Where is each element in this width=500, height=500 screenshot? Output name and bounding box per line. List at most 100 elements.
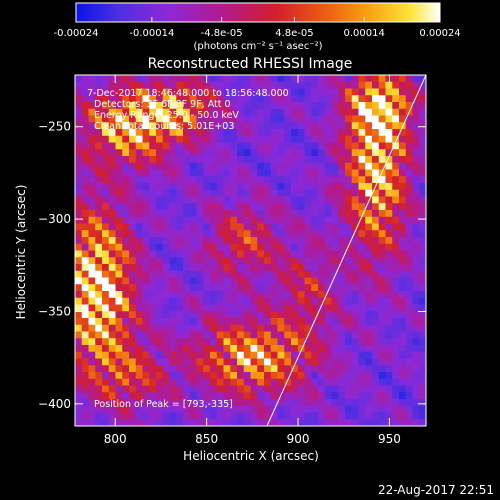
heatmap-cell	[203, 412, 211, 420]
heatmap-cell	[102, 230, 110, 238]
heatmap-cell	[358, 142, 366, 150]
heatmap-cell	[419, 102, 426, 110]
heatmap-cell	[169, 419, 177, 426]
heatmap-cell	[372, 149, 380, 157]
heatmap-cell	[102, 75, 110, 83]
heatmap-cell	[405, 95, 413, 103]
heatmap-cell	[108, 338, 116, 346]
heatmap-cell	[419, 88, 426, 96]
heatmap-cell	[243, 297, 251, 305]
heatmap-cell	[189, 331, 197, 339]
heatmap-cell	[196, 230, 204, 238]
heatmap-cell	[122, 88, 130, 96]
heatmap-cell	[378, 358, 386, 366]
heatmap-cell	[129, 284, 137, 292]
colorbar-tick-label: 0.00014	[343, 28, 384, 39]
heatmap-cell	[75, 189, 83, 197]
heatmap-cell	[277, 95, 285, 103]
heatmap-cell	[162, 95, 170, 103]
heatmap-cell	[230, 196, 238, 204]
heatmap-cell	[183, 311, 191, 319]
heatmap-cell	[142, 284, 150, 292]
heatmap-cell	[385, 230, 393, 238]
heatmap-cell	[210, 183, 218, 191]
heatmap-cell	[162, 270, 170, 278]
heatmap-cell	[122, 183, 130, 191]
heatmap-cell	[318, 210, 326, 218]
heatmap-cell	[358, 189, 366, 197]
heatmap-cell	[189, 419, 197, 426]
heatmap-cell	[277, 372, 285, 380]
y-tick-label: −300	[38, 212, 71, 226]
heatmap-cell	[324, 115, 332, 123]
heatmap-cell	[216, 223, 224, 231]
heatmap-cell	[183, 399, 191, 407]
heatmap-cell	[243, 122, 251, 130]
heatmap-cell	[135, 135, 143, 143]
heatmap-cell	[176, 129, 184, 137]
heatmap-cell	[162, 142, 170, 150]
heatmap-cell	[250, 405, 258, 413]
heatmap-cell	[108, 358, 116, 366]
heatmap-cell	[297, 122, 305, 130]
heatmap-cell	[405, 156, 413, 164]
heatmap-cell	[237, 311, 245, 319]
heatmap-cell	[142, 156, 150, 164]
heatmap-cell	[230, 297, 238, 305]
heatmap-cell	[210, 81, 218, 89]
heatmap-cell	[311, 156, 319, 164]
heatmap-cell	[237, 385, 245, 393]
heatmap-cell	[365, 345, 373, 353]
heatmap-cell	[297, 324, 305, 332]
heatmap-cell	[270, 237, 278, 245]
heatmap-cell	[324, 216, 332, 224]
heatmap-cell	[412, 81, 420, 89]
heatmap-cell	[75, 102, 83, 110]
heatmap-cell	[304, 237, 312, 245]
heatmap-cell	[399, 189, 407, 197]
heatmap-cell	[162, 75, 170, 83]
heatmap-cell	[142, 412, 150, 420]
heatmap-cell	[115, 108, 123, 116]
heatmap-cell	[203, 223, 211, 231]
heatmap-cell	[264, 318, 272, 326]
heatmap-cell	[405, 412, 413, 420]
heatmap-cell	[338, 176, 346, 184]
heatmap-cell	[250, 176, 258, 184]
heatmap-cell	[108, 223, 116, 231]
heatmap-cell	[149, 412, 157, 420]
heatmap-cell	[129, 405, 137, 413]
heatmap-cell	[412, 210, 420, 218]
heatmap-cell	[108, 419, 116, 426]
heatmap-cell	[358, 95, 366, 103]
heatmap-cell	[243, 284, 251, 292]
heatmap-cell	[365, 331, 373, 339]
heatmap-cell	[351, 243, 359, 251]
heatmap-cell	[412, 365, 420, 373]
heatmap-cell	[243, 277, 251, 285]
heatmap-cell	[81, 311, 89, 319]
heatmap-cell	[304, 156, 312, 164]
heatmap-cell	[129, 135, 137, 143]
heatmap-cell	[399, 203, 407, 211]
heatmap-cell	[351, 88, 359, 96]
heatmap-cell	[277, 345, 285, 353]
heatmap-cell	[183, 331, 191, 339]
heatmap-cell	[338, 264, 346, 272]
heatmap-cell	[102, 162, 110, 170]
heatmap-cell	[142, 122, 150, 130]
colorbar-tick-label: 4.8e-05	[275, 28, 313, 39]
heatmap-cell	[385, 115, 393, 123]
heatmap-cell	[351, 169, 359, 177]
heatmap-cell	[324, 250, 332, 258]
heatmap-cell	[156, 351, 164, 359]
heatmap-cell	[405, 115, 413, 123]
heatmap-cell	[365, 176, 373, 184]
heatmap-cell	[162, 297, 170, 305]
heatmap-cell	[257, 122, 265, 130]
heatmap-cell	[365, 156, 373, 164]
heatmap-cell	[277, 196, 285, 204]
heatmap-cell	[243, 162, 251, 170]
heatmap-cell	[183, 365, 191, 373]
heatmap-cell	[257, 392, 265, 400]
